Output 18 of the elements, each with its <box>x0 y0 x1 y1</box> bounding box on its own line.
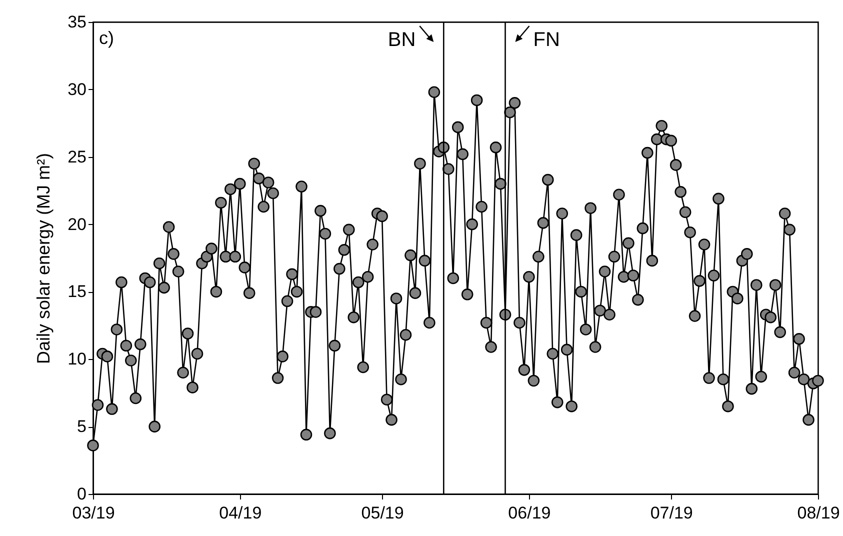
x-tick-label: 04/19 <box>219 504 262 522</box>
y-tick-label: 25 <box>68 147 86 166</box>
y-tick-label: 20 <box>68 214 86 234</box>
x-tick-label: 08/19 <box>797 504 840 522</box>
x-tick-label: 03/19 <box>72 504 115 522</box>
ref-line-label: FN <box>533 29 560 51</box>
ref-line-label: BN <box>388 29 416 51</box>
y-tick-label: 15 <box>68 282 86 302</box>
annotation: c) <box>99 28 114 48</box>
x-tick-label: 05/19 <box>361 504 404 522</box>
x-tick-label: 07/19 <box>650 504 693 522</box>
y-axis-title: Daily solar energy (MJ m²) <box>34 152 54 364</box>
y-tick-label: 5 <box>77 417 86 436</box>
x-tick-label: 06/19 <box>508 504 551 522</box>
y-tick-label: 30 <box>68 80 86 99</box>
y-tick-label: 35 <box>68 12 86 32</box>
y-tick-label: 0 <box>77 484 86 504</box>
y-tick-label: 10 <box>68 350 86 369</box>
